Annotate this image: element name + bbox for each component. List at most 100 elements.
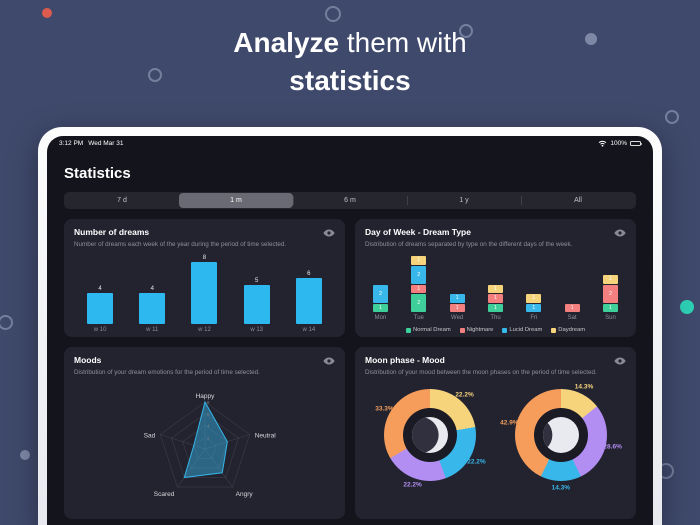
bar-column: 5 w 13 [243,278,270,335]
legend-item: Lucid Dream [502,327,542,333]
stack-segment: 1 [411,256,427,265]
moods-radar-chart: Happy Neutral Angry Scared Sad 2 4 6 8 [143,393,275,498]
bar-category-label: w 12 [198,327,211,334]
card-title: Day of Week - Dream Type [365,227,471,237]
bar-category-label: w 11 [146,327,159,334]
stack-segment: 1 [564,303,580,313]
stack-segment: 1 [449,294,465,303]
card-title: Number of dreams [74,227,150,237]
donut-percent-label: 42.9% [500,419,519,427]
bar [243,285,270,325]
stack-segment: 1 [602,275,618,284]
legend-label: Normal Dream [412,327,451,334]
legend-swatch [551,327,557,333]
legend-item: Daydream [551,327,585,333]
bar [295,277,322,325]
card-subtitle: Distribution of your mood between the mo… [365,369,597,376]
status-time: 3:12 PM [59,140,84,147]
stack-segment: 1 [487,303,503,313]
legend-swatch [502,327,508,333]
stack-segment: 2 [411,265,427,284]
bar-category-label: Sun [605,315,616,322]
legend-item: Nightmare [459,327,494,334]
eye-icon[interactable] [323,227,335,239]
card-subtitle: Distribution of your dream emotions for … [74,369,260,376]
svg-text:Scared: Scared [153,491,174,498]
donut-hole [403,408,458,463]
legend-item: Normal Dream [405,327,451,334]
cards-grid: Number of dreams Number of dreams each w… [64,219,636,519]
legend-swatch [405,327,411,333]
decorative-dot [325,6,341,22]
bar-category-label: Thu [490,315,501,322]
battery-percent: 100% [610,140,627,147]
time-range-segmented-control: 7 d 1 m 6 m 1 y All [64,192,636,209]
card-dream-type-by-day: Day of Week - Dream Type Distribution of… [355,219,636,337]
range-tab-6m[interactable]: 6 m [293,193,407,208]
donut-percent-label: 22.2% [403,481,422,489]
eye-icon[interactable] [614,227,626,239]
decorative-dot [20,450,30,460]
app-screen: 3:12 PM Wed Mar 31 100% Statistics 7 d [47,136,653,525]
stack-segment: 1 [487,284,503,294]
legend-label: Nightmare [466,327,494,334]
bar [191,262,218,325]
bar-category-label: Fri [530,315,538,322]
stack-segment: 1 [526,303,542,313]
range-tab-7d[interactable]: 7 d [117,197,127,204]
card-subtitle: Distribution of dreams separated by type… [365,241,573,248]
bar-category-label: w 10 [93,327,107,334]
stack-segment: 1 [449,303,465,313]
decorative-dot [148,68,162,82]
decorative-dot [42,8,52,18]
bar-value: 6 [307,270,311,277]
stacked-bar-column: 1 2 1 Sun [602,274,618,323]
donut-percent-label: 33.3% [375,405,394,413]
bar-category-label: w 14 [302,327,316,334]
hero-line2: statistics [289,65,411,96]
bar-category-label: Mon [374,315,387,322]
bar-value: 4 [150,286,154,293]
stack-segment: 1 [526,294,542,303]
svg-text:Happy: Happy [195,393,215,400]
bar-column: 4 w 11 [139,286,166,335]
card-subtitle: Number of dreams each week of the year d… [74,241,287,248]
bar-column: 4 w 10 [87,286,114,335]
bar-column: 6 w 14 [295,270,322,336]
hero-line1-bold: Analyze [233,27,340,58]
stacked-bar-column: 1 2 1 2 Tue [411,255,427,323]
bar-value: 5 [254,278,259,285]
bar-value: 4 [98,286,102,293]
donut-hole [533,408,588,463]
bar [87,293,114,325]
donut-percent-label: 14.3% [574,383,594,391]
legend-label: Daydream [558,327,586,334]
card-title: Moods [74,355,102,365]
bar-category-label: w 13 [250,327,263,334]
status-bar: 3:12 PM Wed Mar 31 100% [47,136,653,147]
bar-category-label: Wed [451,315,464,322]
stack-segment: 1 [487,294,503,303]
wifi-icon [599,140,607,147]
decorative-dot [459,24,473,38]
card-moon-phase-mood: Moon phase - Mood Distribution of your m… [355,347,636,519]
weekly-dreams-bar-chart: 4 w 10 4 w 11 8 w 12 5 w 13 6 w 14 [74,253,335,335]
eye-icon[interactable] [614,355,626,367]
moon-phase-icon [542,417,579,454]
decorative-dot [680,300,694,314]
card-number-of-dreams: Number of dreams Number of dreams each w… [64,219,345,337]
bar-value: 8 [202,255,207,262]
donut-waxing-crescent: 22.2% 22.2% 22.2% 33.3% [365,379,496,511]
legend-swatch [459,327,465,333]
range-tab-1y[interactable]: 1 y [407,193,521,208]
svg-text:Angry: Angry [235,491,253,498]
svg-text:8: 8 [207,400,210,405]
stack-segment: 2 [373,284,388,303]
status-date: Wed Mar 31 [88,140,124,147]
hero-line1-rest: them with [339,27,467,58]
eye-icon[interactable] [323,355,335,367]
range-tab-all[interactable]: All [521,193,635,208]
decorative-dot [585,33,597,45]
range-tab-1m[interactable]: 1 m [179,193,293,208]
